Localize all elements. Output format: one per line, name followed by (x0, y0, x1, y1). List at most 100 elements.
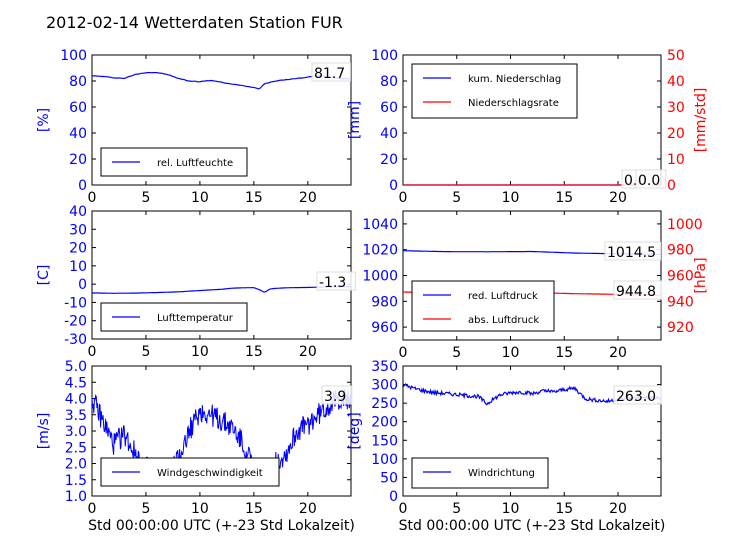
legend-label: abs. Luftdruck (468, 315, 539, 326)
x-tick-label: 10 (502, 345, 520, 361)
y-tick-label: 60 (380, 100, 398, 116)
y-tick-label: 30 (69, 222, 87, 238)
annotation-value: 263.0 (616, 389, 656, 405)
y-tick-label: 60 (69, 100, 87, 116)
y-tick-label: 1020 (362, 243, 398, 259)
y-tick-label: 40 (69, 204, 87, 220)
y2-tick-label: 40 (667, 74, 685, 90)
y-axis-label: [deg] (347, 412, 363, 449)
y-tick-label: 0 (78, 277, 87, 293)
annotation-value: 3.9 (324, 389, 346, 405)
x-axis-label: Std 00:00:00 UTC (+-23 Std Lokalzeit) (399, 518, 666, 534)
x-tick-label: 5 (452, 501, 461, 517)
annotation-box (635, 169, 667, 189)
y-tick-label: 40 (380, 126, 398, 142)
y2-tick-label: 920 (667, 320, 694, 336)
legend: Windrichtung (411, 457, 549, 489)
y-tick-label: 4.5 (65, 375, 87, 391)
figure-title: 2012-02-14 Wetterdaten Station FUR (46, 13, 343, 32)
x-tick-label: 5 (452, 345, 461, 361)
annotation-box (316, 271, 356, 291)
x-tick-label: 10 (502, 190, 520, 206)
legend: red. Luftdruck abs. Luftdruck (411, 280, 555, 332)
y-tick-label: 1040 (362, 217, 398, 233)
y-tick-label: 10 (69, 259, 87, 275)
annotation-box (613, 385, 662, 405)
y-axis-label: [%] (36, 108, 52, 132)
y2-tick-label: 30 (667, 100, 685, 116)
annotation-value: 81.7 (314, 66, 345, 82)
legend: rel. Luftfeuchte (100, 147, 248, 177)
annotation-box (311, 62, 351, 82)
legend: kum. Niederschlag Niederschlagsrate (411, 63, 578, 119)
x-tick-label: 5 (141, 501, 150, 517)
legend-label: rel. Luftfeuchte (157, 158, 233, 169)
x-tick-label: 5 (452, 190, 461, 206)
y-tick-label: 0 (389, 489, 398, 505)
y-tick-label: 100 (371, 452, 398, 468)
legend-label: Lufttemperatur (157, 313, 234, 324)
x-tick-label: 15 (245, 190, 263, 206)
y-tick-label: 20 (69, 241, 87, 257)
y-tick-label: -30 (64, 332, 87, 348)
annotation-value: -1.3 (319, 275, 346, 291)
x-tick-label: 20 (609, 190, 627, 206)
y-tick-label: 0 (389, 178, 398, 194)
x-tick-label: 20 (299, 190, 317, 206)
x-tick-label: 20 (299, 344, 317, 360)
y-tick-label: 4.0 (65, 392, 87, 408)
annotation-box (321, 385, 353, 405)
x-tick-label: 0 (399, 190, 408, 206)
legend-label: Windrichtung (468, 468, 535, 479)
legend: Windgeschwindigkeit (100, 457, 280, 487)
chart-temperature: 0 5 10 15 20 -30 -20 -10 0 10 20 30 40 [C] -1.3 Lufttem… (36, 204, 356, 360)
x-tick-label: 10 (191, 501, 209, 517)
y2-axis-label: [hPa] (693, 257, 709, 293)
y-tick-label: 3.0 (65, 424, 87, 440)
x-tick-label: 10 (191, 190, 209, 206)
y2-tick-label: 960 (667, 269, 694, 285)
y-tick-label: 100 (371, 48, 398, 64)
chart-humidity: 0 5 10 15 20 0 20 40 60 80 100 [%] 81.7 rel. Luftfeuc… (36, 48, 352, 206)
x-tick-label: 5 (141, 344, 150, 360)
y-tick-label: 50 (380, 470, 398, 486)
y-tick-label: 1000 (362, 269, 398, 285)
y-tick-label: 2.5 (65, 440, 87, 456)
x-tick-label: 10 (502, 501, 520, 517)
x-tick-label: 15 (245, 344, 263, 360)
legend-label: red. Luftdruck (468, 291, 538, 302)
y-tick-label: 1.5 (65, 473, 87, 489)
x-tick-label: 20 (609, 345, 627, 361)
y-tick-label: -10 (64, 295, 87, 311)
chart-pressure: 0 5 10 15 20 960 980 1000 1020 1040 920 940 960 980 10… (362, 210, 709, 361)
annotation-value: 1014.5 (607, 245, 656, 261)
y-tick-label: 40 (69, 126, 87, 142)
y-tick-label: 2.0 (65, 457, 87, 473)
y2-axis-label: [mm/std] (693, 88, 709, 153)
x-tick-label: 10 (191, 344, 209, 360)
x-tick-label: 0 (88, 190, 97, 206)
y-tick-label: 350 (371, 359, 398, 375)
annotation-value: 0.0 (638, 173, 660, 189)
y-tick-label: 0 (78, 178, 87, 194)
y-axis-label: [C] (36, 265, 52, 286)
legend-box (411, 280, 555, 332)
y-axis-label: [mm] (347, 101, 363, 139)
y-tick-label: -20 (64, 314, 87, 330)
annotation-box (604, 241, 662, 261)
legend: Lufttemperatur (100, 302, 248, 332)
chart-wind_speed: 0 5 10 15 20 1.01.52.02.53.03.54.04.55.0 [m/s]… (36, 359, 355, 534)
y-tick-label: 1.0 (65, 489, 87, 505)
x-tick-label: 15 (555, 501, 573, 517)
legend-label: Windgeschwindigkeit (157, 468, 263, 479)
y-tick-label: 80 (69, 74, 87, 90)
legend-label: Niederschlagsrate (468, 98, 559, 109)
y-tick-label: 200 (371, 415, 398, 431)
y-tick-label: 980 (371, 294, 398, 310)
y2-tick-label: 980 (667, 243, 694, 259)
x-tick-label: 0 (88, 501, 97, 517)
series-line-wind_speed-0 (92, 388, 351, 486)
y2-tick-label: 0 (667, 178, 676, 194)
